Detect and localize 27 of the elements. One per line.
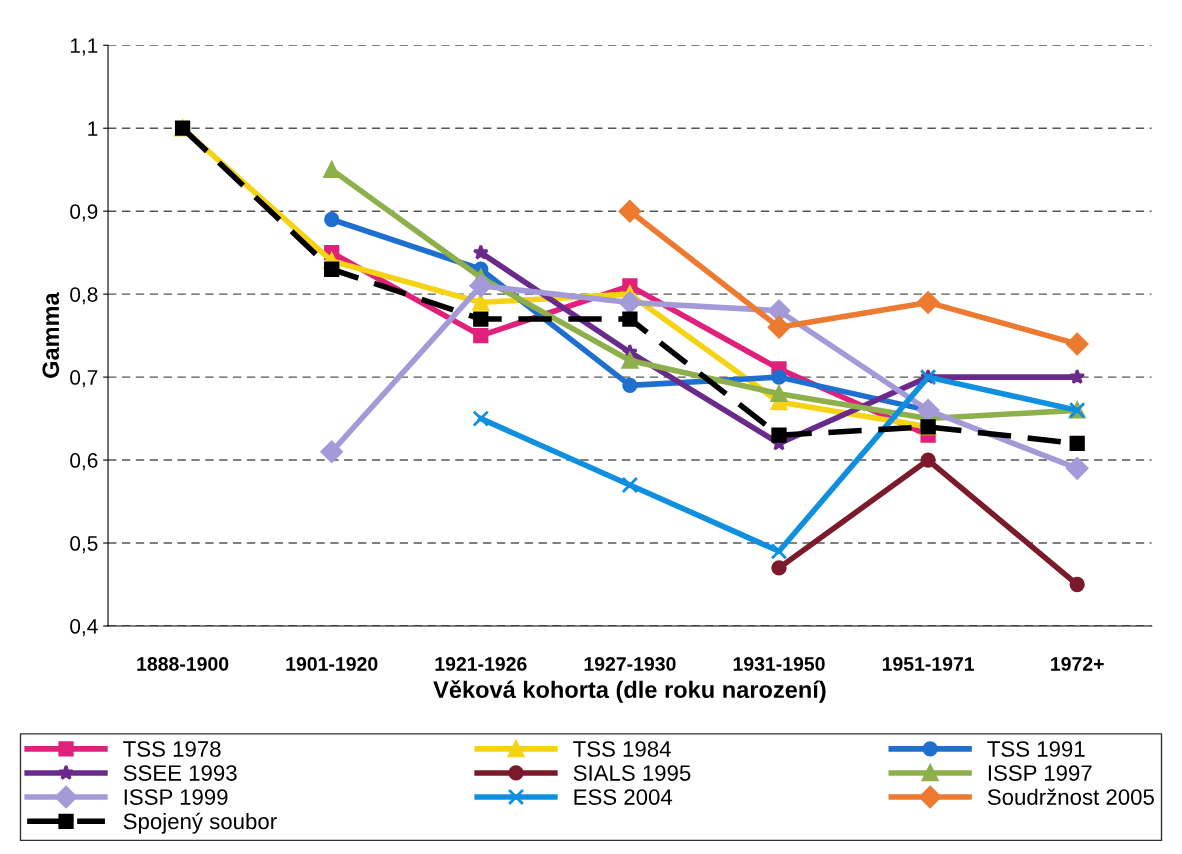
legend-label: Spojený soubor [123,812,277,834]
y-tick-label: 0,5 [70,536,98,554]
y-tick-label: 1,1 [70,38,98,56]
legend-label: SIALS 1995 [573,765,691,781]
y-tick-label: 0,9 [70,204,98,222]
legend-label: ISSP 1999 [124,789,228,805]
x-tick-label: 1888-1900 [137,657,229,671]
legend-label: Soudržnost 2005 [987,788,1154,805]
legend-label: TSS 1991 [987,741,1085,757]
legend-label: ISSP 1997 [988,765,1092,781]
x-tick-label: 1921-1926 [435,657,527,671]
x-tick-label: 1931-1950 [733,657,825,671]
y-tick-label: 0,4 [70,618,98,637]
y-tick-label: 0,7 [70,370,98,388]
y-tick-label: 0,8 [70,287,98,305]
y-tick-label: 1 [88,121,98,136]
legend-label: SSEE 1993 [123,765,237,781]
x-tick-label: 1901-1920 [286,657,378,671]
legend-label: TSS 1984 [573,741,671,757]
x-tick-label: 1927-1930 [584,657,676,671]
legend-label: ESS 2004 [574,789,673,805]
y-axis-title: Gamma [42,292,60,378]
x-axis-title: Věková kohorta (dle roku narození) [433,680,826,703]
legend-label: TSS 1978 [123,741,221,757]
y-tick-label: 0,6 [70,453,98,471]
x-tick-label: 1972+ [1051,657,1104,671]
x-tick-label: 1951-1971 [882,657,975,671]
